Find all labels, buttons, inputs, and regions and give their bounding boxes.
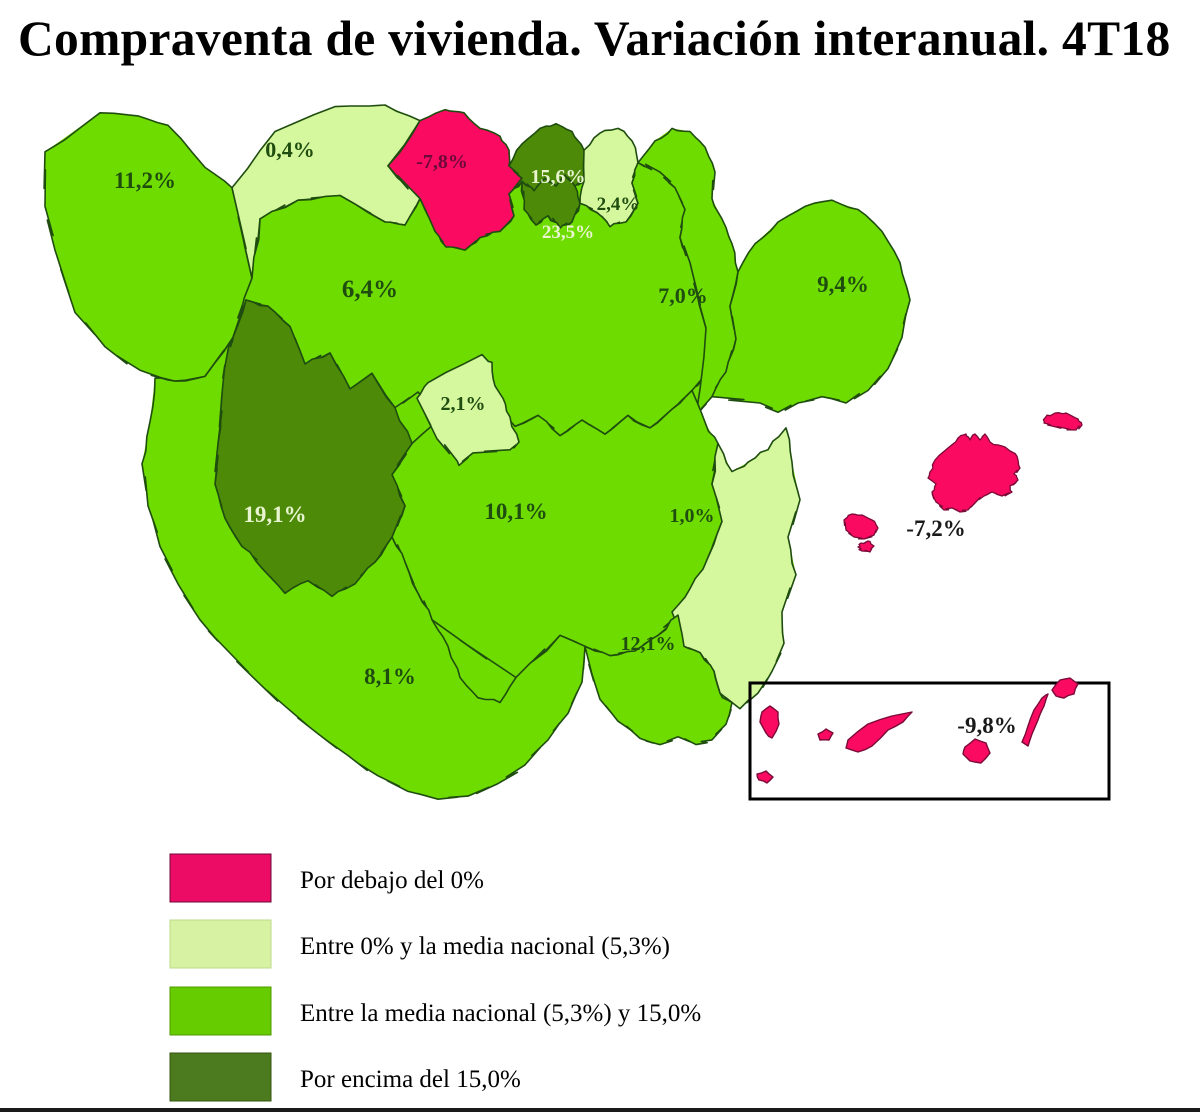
- svg-text:-7,8%: -7,8%: [416, 151, 468, 173]
- svg-text:-7,2%: -7,2%: [906, 516, 965, 541]
- svg-text:11,2%: 11,2%: [114, 168, 176, 193]
- svg-text:Entre 0% y la media nacional (: Entre 0% y la media nacional (5,3%): [300, 933, 670, 960]
- svg-text:10,1%: 10,1%: [484, 499, 547, 524]
- svg-text:0,4%: 0,4%: [265, 137, 315, 162]
- svg-text:Por debajo del 0%: Por debajo del 0%: [300, 867, 484, 894]
- svg-text:7,0%: 7,0%: [658, 283, 708, 308]
- svg-text:23,5%: 23,5%: [542, 222, 594, 243]
- svg-text:1,0%: 1,0%: [670, 505, 715, 527]
- svg-text:6,4%: 6,4%: [342, 276, 398, 303]
- svg-text:2,4%: 2,4%: [597, 194, 640, 215]
- svg-text:12,1%: 12,1%: [621, 633, 676, 655]
- svg-text:2,1%: 2,1%: [441, 393, 486, 415]
- svg-text:9,4%: 9,4%: [817, 272, 869, 297]
- svg-text:19,1%: 19,1%: [243, 502, 306, 527]
- svg-text:8,1%: 8,1%: [364, 664, 416, 689]
- svg-text:15,6%: 15,6%: [531, 166, 586, 188]
- svg-text:-9,8%: -9,8%: [957, 713, 1016, 738]
- svg-text:Entre la media nacional (5,3%): Entre la media nacional (5,3%) y 15,0%: [300, 1000, 701, 1027]
- svg-text:Por encima del 15,0%: Por encima del 15,0%: [300, 1066, 521, 1093]
